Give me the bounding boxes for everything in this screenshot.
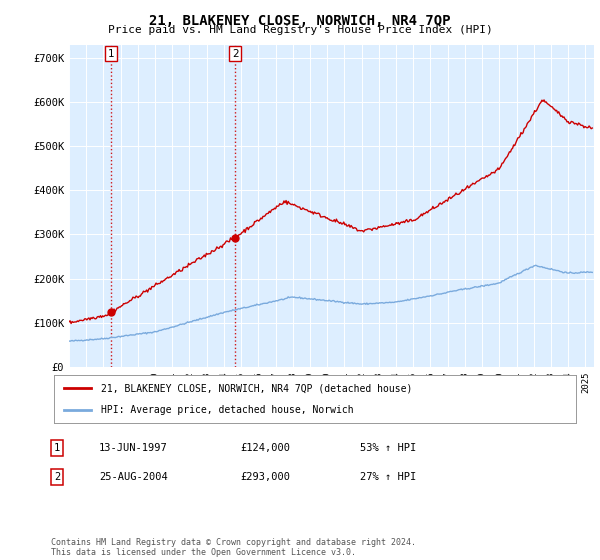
Text: 13-JUN-1997: 13-JUN-1997 [99, 443, 168, 453]
Text: 21, BLAKENEY CLOSE, NORWICH, NR4 7QP (detached house): 21, BLAKENEY CLOSE, NORWICH, NR4 7QP (de… [101, 383, 412, 393]
Text: £293,000: £293,000 [240, 472, 290, 482]
Text: 25-AUG-2004: 25-AUG-2004 [99, 472, 168, 482]
Text: 2: 2 [54, 472, 60, 482]
Text: 27% ↑ HPI: 27% ↑ HPI [360, 472, 416, 482]
Text: 1: 1 [108, 49, 115, 59]
Text: Price paid vs. HM Land Registry's House Price Index (HPI): Price paid vs. HM Land Registry's House … [107, 25, 493, 35]
Text: 2: 2 [232, 49, 238, 59]
Text: 21, BLAKENEY CLOSE, NORWICH, NR4 7QP: 21, BLAKENEY CLOSE, NORWICH, NR4 7QP [149, 14, 451, 28]
Text: 53% ↑ HPI: 53% ↑ HPI [360, 443, 416, 453]
Text: HPI: Average price, detached house, Norwich: HPI: Average price, detached house, Norw… [101, 405, 353, 415]
Text: Contains HM Land Registry data © Crown copyright and database right 2024.
This d: Contains HM Land Registry data © Crown c… [51, 538, 416, 557]
Text: 1: 1 [54, 443, 60, 453]
Text: £124,000: £124,000 [240, 443, 290, 453]
